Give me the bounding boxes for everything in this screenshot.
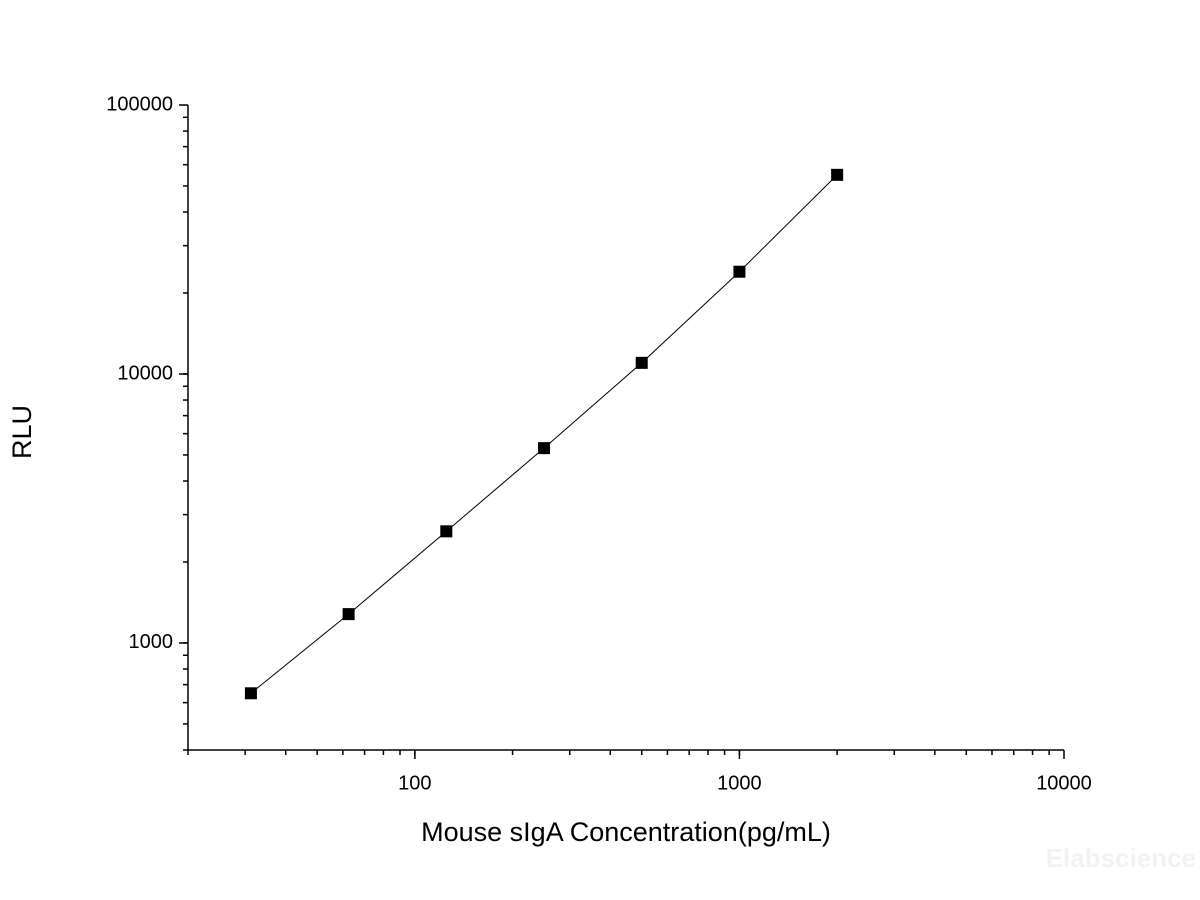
- data-point: [635, 356, 648, 369]
- series-line: [250, 174, 838, 694]
- x-axis-title: Mouse sIgA Concentration(pg/mL): [421, 817, 831, 847]
- y-tick-label: 1000: [129, 631, 174, 653]
- watermark: Elabscience: [1046, 843, 1196, 873]
- data-point: [440, 525, 453, 538]
- y-tick-label: 10000: [117, 362, 173, 384]
- x-tick-label: 1000: [717, 772, 762, 794]
- data-point: [538, 442, 551, 455]
- data-point: [733, 265, 746, 278]
- data-point: [244, 687, 257, 700]
- data-point: [342, 608, 355, 621]
- x-tick-label: 10000: [1036, 772, 1092, 794]
- x-tick-label: 100: [398, 772, 431, 794]
- data-point: [831, 168, 844, 181]
- y-axis-title: RLU: [7, 405, 37, 459]
- y-tick-label: 100000: [106, 93, 173, 115]
